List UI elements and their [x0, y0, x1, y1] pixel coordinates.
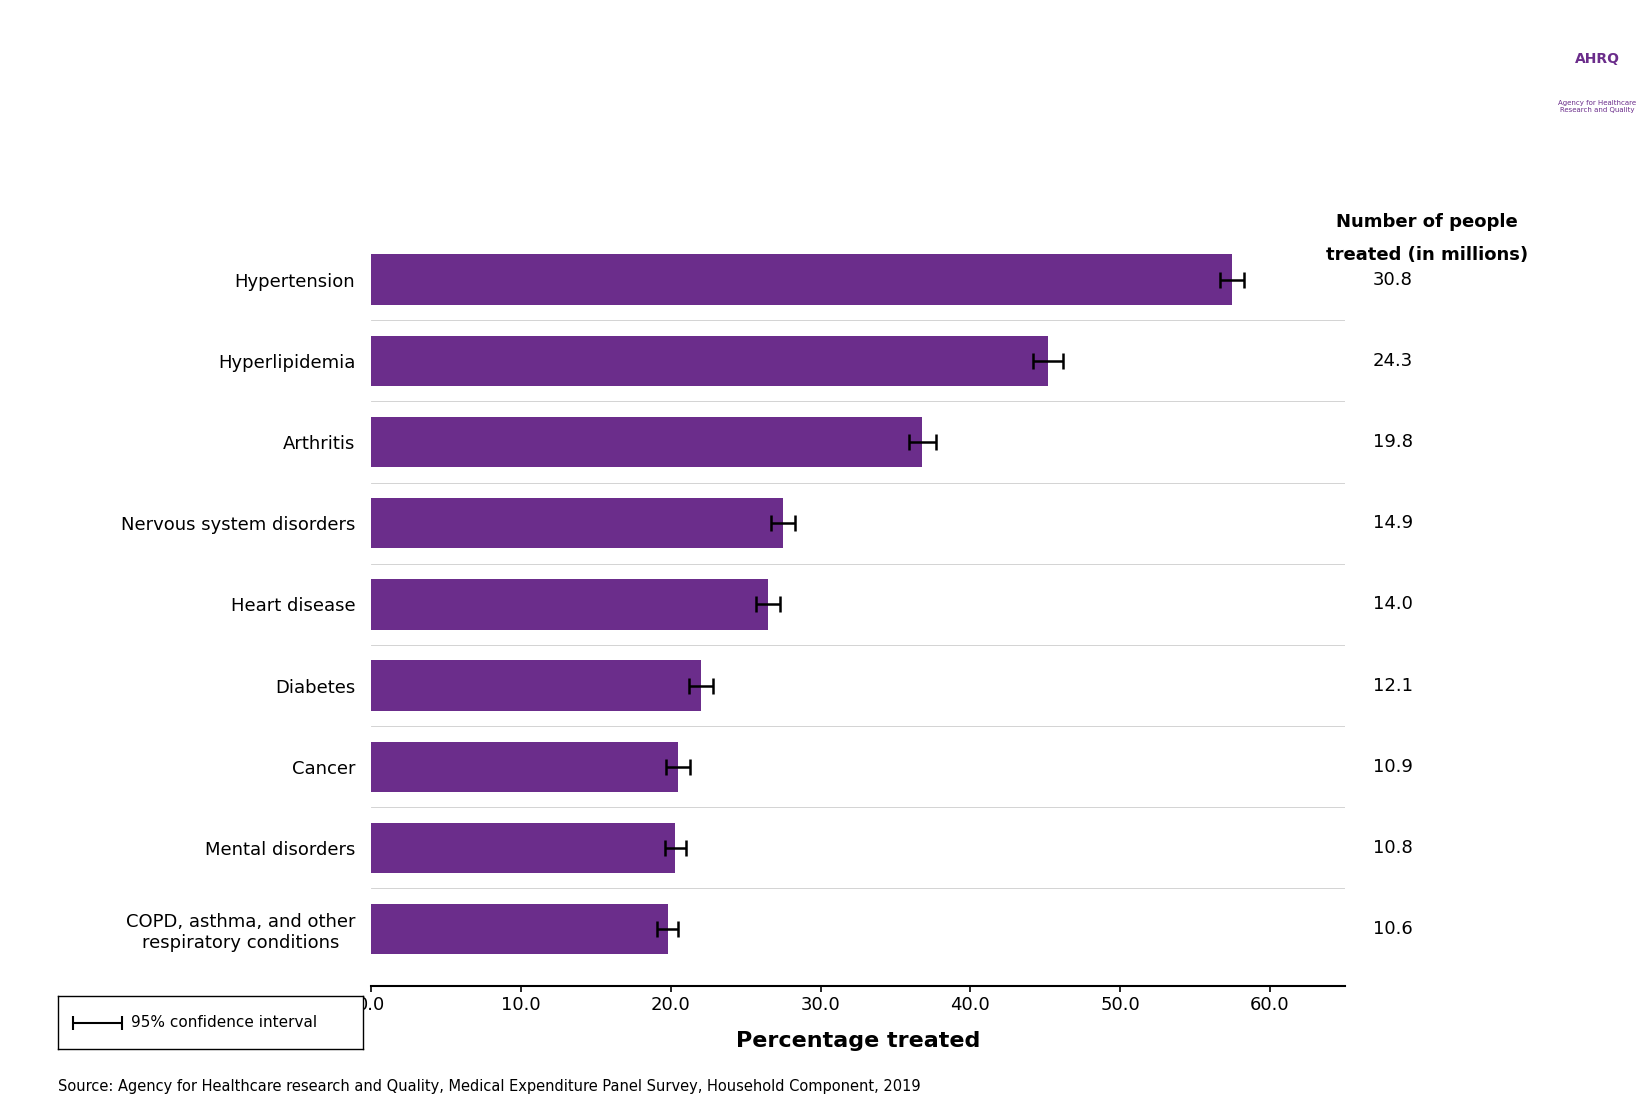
- X-axis label: Percentage treated: Percentage treated: [736, 1030, 980, 1051]
- Text: 10.9: 10.9: [1373, 758, 1412, 775]
- Text: 30.8: 30.8: [1373, 271, 1412, 289]
- Text: 14.0: 14.0: [1373, 595, 1412, 614]
- Bar: [371, 742, 678, 792]
- Text: 12.1: 12.1: [1373, 676, 1412, 694]
- Text: Source: Agency for Healthcare research and Quality, Medical Expenditure Panel Su: Source: Agency for Healthcare research a…: [58, 1079, 921, 1094]
- Text: AHRQ: AHRQ: [1574, 52, 1620, 66]
- Bar: [371, 903, 668, 955]
- Bar: [371, 661, 701, 711]
- Text: 24.3: 24.3: [1373, 352, 1412, 370]
- Text: 10.8: 10.8: [1373, 839, 1412, 857]
- Text: 95% confidence interval: 95% confidence interval: [130, 1015, 317, 1030]
- Text: Agency for Healthcare
Research and Quality: Agency for Healthcare Research and Quali…: [1558, 100, 1637, 114]
- Bar: [371, 254, 1233, 305]
- Text: 2019: 2019: [680, 116, 772, 149]
- Bar: [371, 823, 675, 873]
- Text: Figure 1. Percentage of older adults with commonly treated conditions,: Figure 1. Percentage of older adults wit…: [51, 35, 1401, 68]
- Text: Number of people: Number of people: [1336, 213, 1518, 231]
- Text: 14.9: 14.9: [1373, 515, 1412, 532]
- Bar: [371, 498, 784, 548]
- Text: treated (in millions): treated (in millions): [1327, 246, 1528, 264]
- Text: 19.8: 19.8: [1373, 433, 1412, 451]
- Text: 10.6: 10.6: [1373, 920, 1412, 938]
- Ellipse shape: [1452, 0, 1650, 226]
- Bar: [371, 579, 769, 629]
- Bar: [371, 335, 1048, 385]
- Bar: [371, 417, 922, 467]
